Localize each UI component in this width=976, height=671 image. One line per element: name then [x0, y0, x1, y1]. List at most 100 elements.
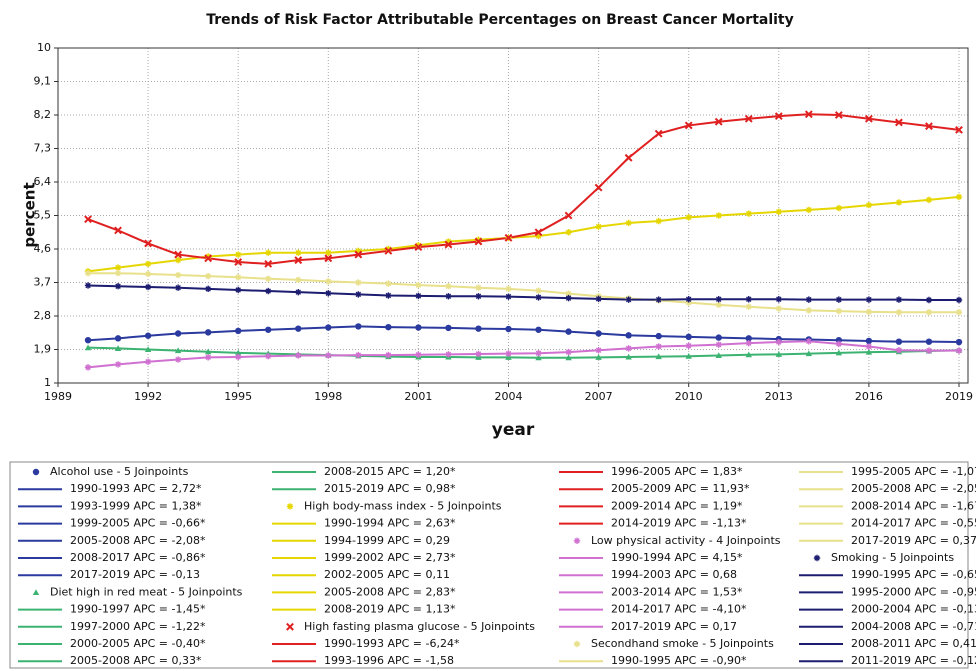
marker: [174, 330, 182, 337]
marker: [655, 217, 662, 225]
marker: [234, 258, 243, 266]
marker: [355, 247, 362, 255]
marker: [204, 354, 212, 361]
y-tick-label: 4,6: [34, 242, 52, 255]
marker: [955, 296, 963, 304]
legend-label: High body-mass index - 5 Joinpoints: [304, 499, 502, 512]
marker: [234, 274, 242, 281]
series-line: [88, 346, 960, 359]
marker: [415, 281, 422, 289]
marker: [565, 229, 572, 236]
marker: [895, 296, 903, 303]
marker: [804, 110, 813, 119]
marker: [84, 282, 92, 289]
marker: [505, 350, 512, 357]
legend-marker: [32, 589, 40, 595]
marker: [204, 272, 212, 280]
marker: [565, 290, 572, 297]
marker: [775, 296, 782, 303]
marker: [895, 309, 903, 316]
legend-label: 1999-2002 APC = 2,73*: [324, 551, 456, 564]
marker: [865, 296, 873, 303]
y-tick-label: 1: [44, 376, 51, 389]
legend-label: 2002-2005 APC = 0,11: [324, 568, 450, 581]
marker: [265, 249, 272, 256]
legend-label: 2017-2019 APC = -0,13: [70, 568, 200, 581]
marker: [625, 219, 632, 227]
marker: [715, 352, 722, 359]
marker: [805, 350, 813, 357]
marker: [865, 343, 873, 350]
marker: [265, 287, 272, 295]
marker: [445, 351, 452, 358]
legend-label: 1990-1997 APC = -1,45*: [70, 603, 206, 616]
marker: [114, 361, 122, 368]
legend-marker: [32, 468, 40, 476]
marker: [505, 293, 512, 300]
marker: [174, 347, 182, 354]
marker: [895, 118, 903, 127]
y-tick-label: 1,9: [34, 343, 52, 356]
marker: [595, 295, 602, 303]
marker: [805, 206, 813, 214]
marker: [355, 351, 362, 359]
marker: [384, 246, 393, 255]
marker: [805, 307, 813, 314]
legend-marker: [286, 622, 294, 631]
legend-label: 1990-1994 APC = 4,15*: [611, 551, 743, 564]
legend-label: Secondhand smoke - 5 Joinpoints: [591, 637, 774, 650]
marker: [295, 276, 302, 284]
y-tick-label: 8,2: [34, 108, 52, 121]
marker: [565, 328, 572, 335]
marker: [805, 296, 813, 303]
marker: [865, 348, 873, 355]
legend-label: 1995-2000 APC = -0,95*: [851, 585, 976, 598]
marker: [144, 283, 152, 291]
marker: [325, 324, 332, 331]
legend-label: 2008-2019 APC = 1,13*: [324, 603, 456, 616]
series-line: [88, 272, 959, 314]
marker: [955, 338, 963, 346]
y-tick-label: 9,1: [34, 75, 52, 88]
legend-label: 1990-1994 APC = 2,63*: [324, 517, 456, 530]
marker: [805, 338, 813, 345]
marker: [624, 153, 633, 162]
legend-label: 2000-2005 APC = -0,40*: [70, 637, 206, 650]
legend-label: 2015-2019 APC = 0,98*: [324, 482, 456, 495]
marker: [775, 305, 782, 312]
marker: [534, 228, 543, 237]
marker: [234, 353, 242, 361]
marker: [955, 125, 963, 134]
marker: [654, 129, 663, 138]
marker: [835, 340, 843, 348]
legend-label: 2009-2014 APC = 1,19*: [611, 499, 743, 512]
x-tick-label: 1998: [314, 390, 342, 403]
chart-title: Trends of Risk Factor Attributable Perce…: [206, 12, 794, 28]
marker: [535, 287, 542, 294]
legend-label: 1993-1996 APC = -1,58: [324, 654, 454, 667]
legend-label: 2014-2017 APC = -4,10*: [611, 603, 747, 616]
marker: [744, 114, 753, 123]
marker: [895, 199, 903, 206]
x-tick-label: 2019: [945, 390, 973, 403]
marker: [445, 324, 452, 332]
marker: [385, 280, 392, 287]
marker: [415, 351, 422, 358]
legend-label: 2003-2014 APC = 1,53*: [611, 585, 743, 598]
legend-label: Diet high in red meat - 5 Joinpoints: [50, 585, 243, 598]
marker: [745, 210, 752, 217]
marker: [955, 193, 963, 201]
legend-label: 1990-1993 APC = 2,72*: [70, 482, 202, 495]
x-tick-label: 2004: [494, 390, 522, 403]
marker: [265, 353, 272, 360]
marker: [114, 335, 122, 342]
marker: [444, 240, 453, 249]
marker: [204, 348, 212, 355]
marker: [685, 342, 692, 349]
marker: [535, 326, 542, 333]
series-line: [87, 113, 960, 265]
marker: [265, 326, 272, 333]
marker: [655, 332, 662, 340]
y-tick-label: 6,4: [34, 175, 52, 188]
legend-label: 2011-2019 APC = -0,12*: [851, 654, 976, 667]
